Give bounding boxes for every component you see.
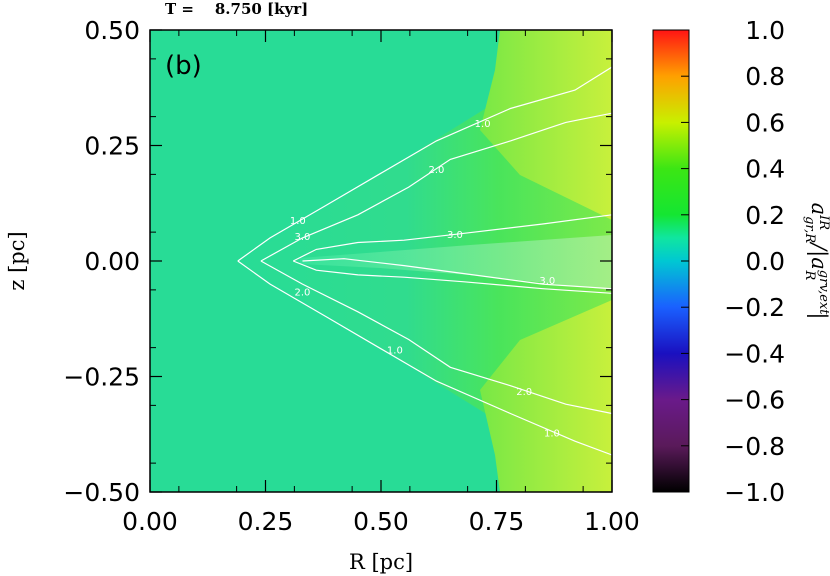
contours [237, 66, 612, 456]
plot-area: 1.0 2.0 1.0 3.0 3.0 3.0 2.0 1.0 2.0 1.0 (b) [150, 30, 612, 492]
colorbar-tick-label: −0.6 [724, 386, 785, 415]
contour-line-1-0 [237, 66, 612, 262]
y-tick-label: −0.50 [63, 478, 140, 507]
contour-line-3-0 [302, 258, 612, 290]
x-tick-label: 0.25 [238, 507, 294, 536]
colorbar-tick-label: 0.6 [745, 108, 785, 137]
colorbar-tick-label: 0.0 [745, 247, 785, 276]
x-axis-title: R [pc] [349, 550, 413, 574]
colorbar-title: aIRgr,R/|agrv,extR | [802, 203, 830, 320]
colorbar-ticks: 1.0 0.8 0.6 0.4 0.2 0.0 −0.2 −0.4 −0.6 −0.8 −1.0 [681, 16, 785, 507]
field-midplane [300, 235, 612, 290]
y-tick-label: 0.00 [84, 247, 140, 276]
colorbar-title-mid: /|a [806, 241, 830, 270]
x-tick-label: 0.00 [122, 507, 178, 536]
x-tick-label: 0.50 [353, 507, 409, 536]
y-axis-title: z [pc] [5, 231, 29, 290]
x-ticks: 0.00 0.25 0.50 0.75 1.00 [122, 30, 640, 536]
contour-line-3-0 [292, 214, 612, 262]
y-ticks: 0.50 0.25 0.00 −0.25 −0.50 [63, 16, 612, 507]
colorbar-tick-label: 0.4 [745, 155, 785, 184]
contour-label: 3.0 [295, 232, 311, 243]
contour-label: 2.0 [428, 165, 444, 176]
contour-label: 1.0 [475, 119, 491, 130]
colorbar-tick-label: 0.8 [745, 62, 785, 91]
colorbar-title-sup-grv: grv,ext [816, 270, 830, 315]
contour-line-2-0 [260, 260, 612, 415]
contour-line-2-0 [260, 112, 612, 262]
contour-line-1-0 [237, 260, 612, 456]
contour-label: 3.0 [539, 276, 555, 287]
colorbar-tick-label: −0.4 [724, 339, 785, 368]
y-tick-label: −0.25 [63, 363, 140, 392]
field-outer-upper [480, 30, 612, 220]
colorbar-title-sub-grr: gr,R [802, 216, 817, 243]
colorbar-tick-label: −0.2 [724, 293, 785, 322]
colorbar-title-a: a [807, 203, 830, 216]
colorbar-title-sub-r: R [802, 270, 817, 281]
colorbar-title-bar: | [806, 312, 830, 319]
field-outer-lower [480, 300, 612, 492]
colorbar-title-sup-ir: IR [816, 214, 830, 230]
contour-label: 2.0 [516, 387, 532, 398]
y-tick-label: 0.50 [84, 16, 140, 45]
contour-labels: 1.0 2.0 1.0 3.0 3.0 3.0 2.0 1.0 2.0 1.0 [290, 119, 560, 440]
contour-label: 1.0 [290, 216, 306, 227]
x-tick-label: 0.75 [469, 507, 525, 536]
time-label: T = 8.750 [kyr] [165, 0, 308, 18]
colorbar-tick-label: 0.2 [745, 201, 785, 230]
colorbar-tick-label: −0.8 [724, 432, 785, 461]
contour-line-3-0 [292, 260, 612, 294]
contour-label: 2.0 [295, 288, 311, 299]
contour-label: 1.0 [544, 429, 560, 440]
y-tick-label: 0.25 [84, 132, 140, 161]
x-tick-label: 1.00 [584, 507, 640, 536]
contour-label: 1.0 [387, 345, 403, 356]
colorbar-tick-label: 1.0 [745, 16, 785, 45]
panel-label: (b) [165, 51, 202, 81]
colorbar-tick-label: −1.0 [724, 478, 785, 507]
contour-label: 3.0 [447, 230, 463, 241]
